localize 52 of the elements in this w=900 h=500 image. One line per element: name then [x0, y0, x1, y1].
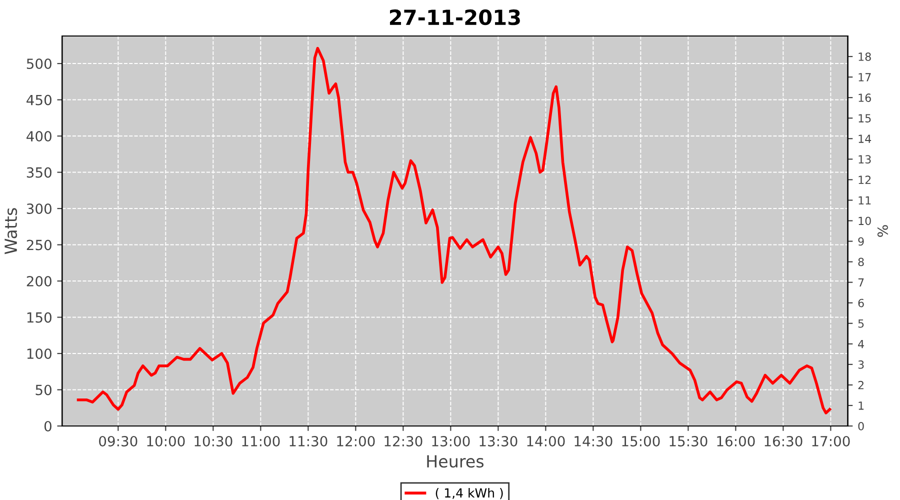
y-tick-label: 0	[44, 420, 52, 432]
y-tick-label: 500	[26, 58, 52, 70]
y2-tick-label: 2	[858, 380, 864, 390]
x-tick-label: 15:00	[622, 436, 660, 446]
y2-tick-label: 8	[858, 258, 864, 266]
x-tick-label: 13:30	[480, 436, 518, 446]
x-tick-label: 14:30	[574, 436, 612, 446]
x-tick-label: 10:30	[194, 436, 232, 446]
y2-tick-label: 6	[858, 298, 864, 308]
x-tick-label: 11:30	[290, 436, 328, 446]
x-tick-label: 15:30	[670, 436, 708, 446]
y-tick-label: 250	[26, 240, 52, 250]
y2-tick-label: 17	[858, 73, 871, 82]
x-tick-label: 12:00	[337, 436, 375, 446]
y2-tick-label: 10	[858, 216, 871, 226]
y-tick-label: 200	[26, 276, 52, 286]
x-tick-label: 14:00	[527, 436, 565, 446]
x-tick-label: 10:00	[147, 436, 185, 446]
chart-title: 27-11-2013	[390, 9, 520, 26]
x-tick-label: 16:00	[717, 436, 755, 446]
line-series	[76, 46, 832, 414]
y2-tick-label: 4	[858, 340, 864, 348]
x-tick-label: 13:00	[432, 436, 470, 446]
y2-axis-title: %	[877, 225, 888, 237]
y2-tick-label: 16	[858, 94, 871, 102]
x-tick-label: 16:30	[764, 436, 802, 446]
legend-label: ( 1,4 kWh )	[436, 488, 503, 500]
y-tick-label: 350	[26, 167, 52, 178]
x-tick-label: 12:30	[384, 436, 422, 446]
y-tick-label: 300	[26, 203, 52, 214]
y2-tick-label: 3	[858, 360, 864, 369]
y2-tick-label: 18	[858, 52, 871, 61]
x-tick-label: 09:30	[99, 436, 138, 446]
y-tick-label: 150	[27, 312, 52, 323]
y2-tick-label: 7	[858, 278, 864, 287]
y-axis-title: Watts	[4, 208, 18, 254]
y2-tick-label: 11	[858, 196, 871, 204]
y2-tick-label: 15	[858, 114, 871, 122]
y2-tick-label: 13	[858, 155, 871, 164]
x-tick-label: 17:00	[812, 436, 850, 446]
y-tick-label: 50	[36, 384, 52, 396]
x-axis-title: Heures	[427, 455, 484, 468]
y2-tick-label: 12	[858, 176, 871, 184]
y2-tick-label: 0	[858, 422, 864, 430]
y2-tick-label: 14	[858, 134, 872, 143]
y2-tick-label: 5	[858, 319, 864, 328]
y-tick-label: 450	[26, 94, 52, 106]
y2-tick-label: 9	[858, 237, 864, 246]
y-tick-label: 400	[26, 131, 52, 142]
y2-tick-label: 1	[858, 402, 864, 410]
y-tick-label: 100	[27, 348, 52, 359]
x-tick-label: 11:00	[242, 436, 280, 446]
